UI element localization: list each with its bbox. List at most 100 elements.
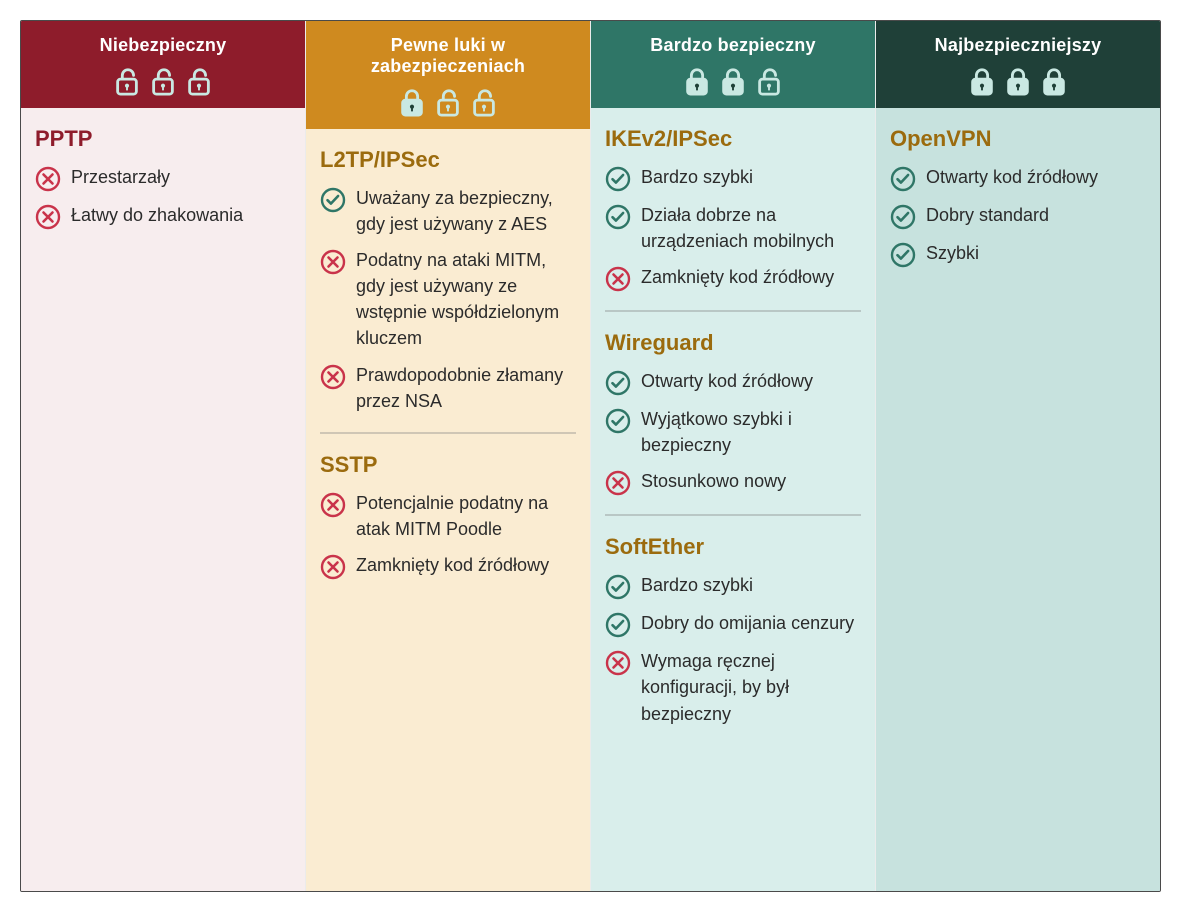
con-point: Stosunkowo nowy [605, 468, 861, 496]
protocol-name: OpenVPN [890, 126, 1146, 152]
check-icon [890, 166, 916, 192]
check-icon [890, 242, 916, 268]
lock-open-icon [433, 85, 463, 119]
column-header: Najbezpieczniejszy [876, 21, 1160, 108]
lock-closed-icon [1003, 64, 1033, 98]
point-text: Uważany za bezpieczny, gdy jest używany … [356, 185, 576, 237]
pro-point: Dobry standard [890, 202, 1146, 230]
pro-point: Bardzo szybki [605, 164, 861, 192]
security-column-2: Bardzo bezpieczny IKEv2/IPSec Bardzo szyb… [590, 21, 875, 891]
protocol-card: SoftEther Bardzo szybki Dobry do omijani… [605, 514, 861, 726]
check-icon [605, 166, 631, 192]
con-point: Przestarzały [35, 164, 291, 192]
protocol-card: IKEv2/IPSec Bardzo szybki Działa dobrze … [605, 126, 861, 292]
column-body: OpenVPN Otwarty kod źródłowy Dobry stand… [876, 108, 1160, 891]
column-body: PPTP Przestarzały Łatwy do zhakowania [21, 108, 305, 891]
lock-closed-icon [967, 64, 997, 98]
check-icon [320, 187, 346, 213]
point-text: Podatny na ataki MITM, gdy jest używany … [356, 247, 576, 351]
point-text: Bardzo szybki [641, 164, 861, 190]
column-body: L2TP/IPSec Uważany za bezpieczny, gdy je… [306, 129, 590, 891]
security-column-1: Pewne luki w zabezpieczeniach L2TP/IPSec … [305, 21, 590, 891]
column-header: Bardzo bezpieczny [591, 21, 875, 108]
point-text: Łatwy do zhakowania [71, 202, 291, 228]
check-icon [605, 408, 631, 434]
column-title: Niebezpieczny [31, 35, 295, 56]
point-text: Bardzo szybki [641, 572, 861, 598]
cross-icon [605, 650, 631, 676]
point-text: Zamknięty kod źródłowy [356, 552, 576, 578]
con-point: Podatny na ataki MITM, gdy jest używany … [320, 247, 576, 351]
cross-icon [320, 554, 346, 580]
lock-row [316, 85, 580, 119]
con-point: Zamknięty kod źródłowy [320, 552, 576, 580]
lock-closed-icon [1039, 64, 1069, 98]
check-icon [890, 204, 916, 230]
point-text: Prawdopodobnie złamany przez NSA [356, 362, 576, 414]
con-point: Potencjalnie podatny na atak MITM Poodle [320, 490, 576, 542]
point-text: Potencjalnie podatny na atak MITM Poodle [356, 490, 576, 542]
point-text: Działa dobrze na urządzeniach mobilnych [641, 202, 861, 254]
pro-point: Dobry do omijania cenzury [605, 610, 861, 638]
check-icon [605, 204, 631, 230]
point-text: Zamknięty kod źródłowy [641, 264, 861, 290]
con-point: Zamknięty kod źródłowy [605, 264, 861, 292]
point-text: Dobry do omijania cenzury [641, 610, 861, 636]
check-icon [605, 612, 631, 638]
protocol-name: L2TP/IPSec [320, 147, 576, 173]
lock-row [31, 64, 295, 98]
cross-icon [605, 470, 631, 496]
column-header: Niebezpieczny [21, 21, 305, 108]
security-column-0: Niebezpieczny PPTP Przestarzały Łatwy do … [21, 21, 305, 891]
pro-point: Wyjątkowo szybki i bezpieczny [605, 406, 861, 458]
pro-point: Otwarty kod źródłowy [605, 368, 861, 396]
column-header: Pewne luki w zabezpieczeniach [306, 21, 590, 129]
lock-row [886, 64, 1150, 98]
vpn-security-chart: Niebezpieczny PPTP Przestarzały Łatwy do … [20, 20, 1161, 892]
column-title: Pewne luki w zabezpieczeniach [316, 35, 580, 77]
cross-icon [320, 364, 346, 390]
point-text: Otwarty kod źródłowy [926, 164, 1146, 190]
pro-point: Bardzo szybki [605, 572, 861, 600]
lock-closed-icon [397, 85, 427, 119]
cross-icon [35, 166, 61, 192]
protocol-card: OpenVPN Otwarty kod źródłowy Dobry stand… [890, 126, 1146, 268]
pro-point: Działa dobrze na urządzeniach mobilnych [605, 202, 861, 254]
con-point: Prawdopodobnie złamany przez NSA [320, 362, 576, 414]
lock-closed-icon [718, 64, 748, 98]
con-point: Łatwy do zhakowania [35, 202, 291, 230]
point-text: Wymaga ręcznej konfiguracji, by był bezp… [641, 648, 861, 726]
cross-icon [320, 249, 346, 275]
column-title: Najbezpieczniejszy [886, 35, 1150, 56]
con-point: Wymaga ręcznej konfiguracji, by był bezp… [605, 648, 861, 726]
column-body: IKEv2/IPSec Bardzo szybki Działa dobrze … [591, 108, 875, 891]
point-text: Otwarty kod źródłowy [641, 368, 861, 394]
pro-point: Szybki [890, 240, 1146, 268]
lock-closed-icon [682, 64, 712, 98]
protocol-card: Wireguard Otwarty kod źródłowy Wyjątkowo… [605, 310, 861, 496]
security-column-3: Najbezpieczniejszy OpenVPN Otwarty kod źr… [875, 21, 1160, 891]
lock-open-icon [148, 64, 178, 98]
protocol-name: SSTP [320, 452, 576, 478]
lock-open-icon [469, 85, 499, 119]
lock-open-icon [754, 64, 784, 98]
protocol-name: Wireguard [605, 330, 861, 356]
protocol-card: L2TP/IPSec Uważany za bezpieczny, gdy je… [320, 147, 576, 414]
cross-icon [320, 492, 346, 518]
lock-row [601, 64, 865, 98]
protocol-name: SoftEther [605, 534, 861, 560]
column-title: Bardzo bezpieczny [601, 35, 865, 56]
point-text: Wyjątkowo szybki i bezpieczny [641, 406, 861, 458]
lock-open-icon [112, 64, 142, 98]
pro-point: Uważany za bezpieczny, gdy jest używany … [320, 185, 576, 237]
check-icon [605, 574, 631, 600]
lock-open-icon [184, 64, 214, 98]
point-text: Stosunkowo nowy [641, 468, 861, 494]
point-text: Dobry standard [926, 202, 1146, 228]
protocol-name: IKEv2/IPSec [605, 126, 861, 152]
point-text: Przestarzały [71, 164, 291, 190]
protocol-card: SSTP Potencjalnie podatny na atak MITM P… [320, 432, 576, 580]
pro-point: Otwarty kod źródłowy [890, 164, 1146, 192]
cross-icon [605, 266, 631, 292]
protocol-card: PPTP Przestarzały Łatwy do zhakowania [35, 126, 291, 230]
